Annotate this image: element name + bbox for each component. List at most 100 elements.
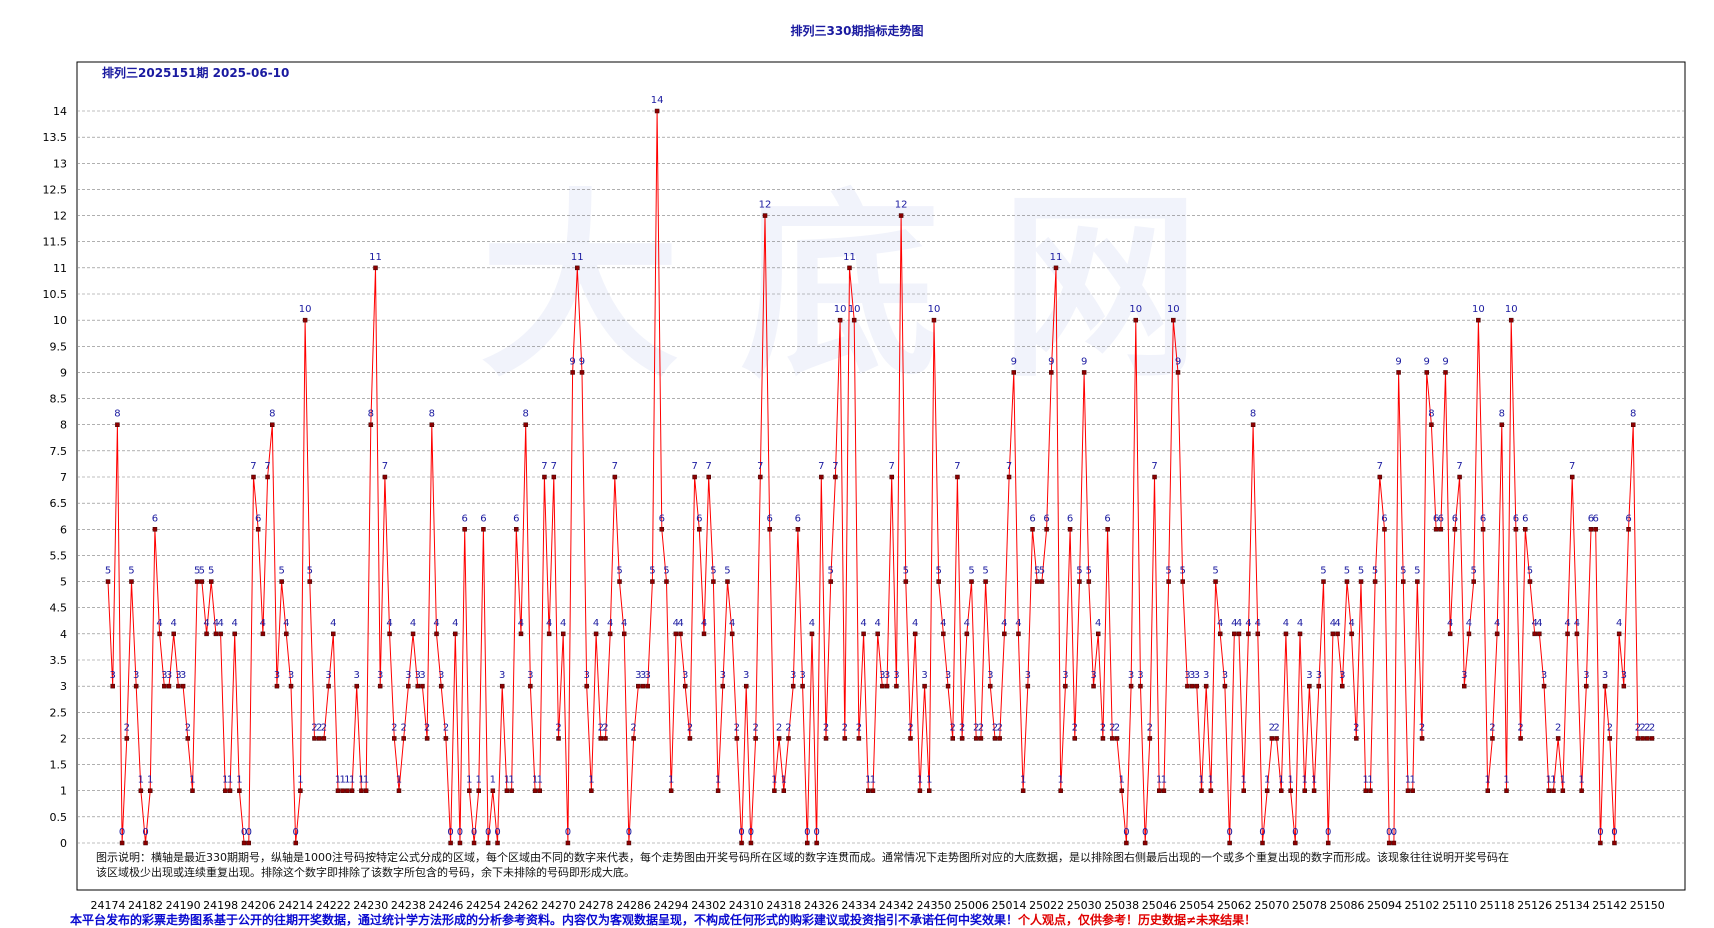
data-label: 5 xyxy=(982,566,988,577)
data-point xyxy=(1086,579,1092,584)
data-point xyxy=(1560,788,1566,793)
data-point xyxy=(720,683,726,689)
data-point xyxy=(659,527,665,532)
data-point xyxy=(387,631,392,637)
data-point xyxy=(992,736,998,741)
data-label: 1 xyxy=(476,775,482,786)
data-label: 1 xyxy=(668,775,674,786)
data-label: 7 xyxy=(250,461,256,472)
footer-disclaimer: 本平台发布的彩票走势图系基于公开的往期开奖数据，通过统计学方法形成的分析参考资料… xyxy=(70,911,1256,928)
data-point xyxy=(368,422,374,427)
y-tick-label: 5 xyxy=(60,576,67,589)
data-point xyxy=(1574,631,1580,637)
data-label: 4 xyxy=(874,618,880,629)
data-point xyxy=(739,840,744,846)
data-point xyxy=(1020,788,1026,793)
data-point xyxy=(1152,474,1157,480)
data-label: 8 xyxy=(1499,409,1505,420)
data-point xyxy=(293,840,298,846)
data-label: 9 xyxy=(1175,356,1181,367)
data-point xyxy=(162,683,167,689)
data-label: 4 xyxy=(912,618,918,629)
data-label: 3 xyxy=(1184,670,1190,681)
data-point xyxy=(1340,683,1345,689)
data-point xyxy=(462,527,467,532)
data-label: 1 xyxy=(532,775,538,786)
data-point xyxy=(307,579,313,584)
x-tick-label: 24302 xyxy=(691,899,726,912)
data-point xyxy=(1264,788,1270,793)
data-point xyxy=(607,631,613,637)
data-label: 1 xyxy=(227,775,233,786)
data-label: 1 xyxy=(1241,775,1247,786)
data-point xyxy=(237,788,242,793)
data-label: 2 xyxy=(1644,722,1650,733)
data-label: 4 xyxy=(1564,618,1570,629)
data-label: 4 xyxy=(940,618,946,629)
data-point xyxy=(396,788,402,793)
data-point xyxy=(1124,840,1129,846)
x-tick-label: 24262 xyxy=(503,899,538,912)
data-label: 0 xyxy=(1391,827,1397,838)
footer-warning: 个人观点，仅供参考！历史数据≠未来结果！ xyxy=(1018,913,1257,927)
data-point xyxy=(199,579,205,584)
data-point xyxy=(1584,683,1589,689)
data-point xyxy=(124,736,130,741)
data-label: 2 xyxy=(311,722,317,733)
data-point xyxy=(959,736,965,741)
data-point xyxy=(1532,631,1537,637)
data-label: 0 xyxy=(142,827,148,838)
data-label: 1 xyxy=(147,775,153,786)
data-point xyxy=(180,683,186,689)
data-label: 1 xyxy=(1208,775,1214,786)
data-label: 0 xyxy=(457,827,463,838)
data-label: 9 xyxy=(1395,356,1401,367)
data-label: 1 xyxy=(222,775,228,786)
data-point xyxy=(1598,840,1603,846)
data-point xyxy=(481,527,486,532)
data-label: 5 xyxy=(1034,566,1040,577)
data-label: 6 xyxy=(461,513,467,524)
data-label: 2 xyxy=(1072,722,1078,733)
data-point xyxy=(1546,788,1552,793)
data-label: 4 xyxy=(1297,618,1303,629)
data-point xyxy=(326,683,331,689)
data-point xyxy=(284,631,289,637)
data-label: 3 xyxy=(682,670,688,681)
data-point xyxy=(612,474,618,480)
y-tick-label: 9 xyxy=(60,366,67,379)
data-point xyxy=(927,788,932,793)
data-label: 7 xyxy=(264,461,270,472)
data-point xyxy=(1401,579,1406,584)
data-point xyxy=(1513,527,1519,532)
data-point xyxy=(1269,736,1275,741)
data-label: 3 xyxy=(1316,670,1322,681)
data-label: 6 xyxy=(767,513,773,524)
data-point xyxy=(1208,788,1214,793)
data-point xyxy=(1344,579,1350,584)
data-label: 4 xyxy=(260,618,266,629)
data-label: 6 xyxy=(1625,513,1631,524)
data-label: 4 xyxy=(1217,618,1223,629)
y-tick-label: 12.5 xyxy=(43,183,68,196)
data-point xyxy=(359,788,364,793)
data-point xyxy=(711,579,716,584)
data-label: 4 xyxy=(203,618,209,629)
data-label: 2 xyxy=(978,722,984,733)
data-label: 4 xyxy=(1334,618,1340,629)
data-label: 4 xyxy=(1001,618,1007,629)
data-point xyxy=(1199,788,1204,793)
y-tick-label: 6 xyxy=(60,523,67,536)
data-label: 4 xyxy=(673,618,679,629)
data-point xyxy=(518,631,524,637)
data-point xyxy=(795,527,801,532)
data-label: 4 xyxy=(809,618,815,629)
x-tick-label: 25102 xyxy=(1405,899,1440,912)
x-tick-label: 24294 xyxy=(654,899,689,912)
data-point xyxy=(546,631,552,637)
x-tick-label: 24254 xyxy=(466,899,501,912)
data-label: 1 xyxy=(344,775,350,786)
data-point xyxy=(1476,317,1481,323)
data-point xyxy=(115,422,120,427)
data-label: 3 xyxy=(1128,670,1134,681)
